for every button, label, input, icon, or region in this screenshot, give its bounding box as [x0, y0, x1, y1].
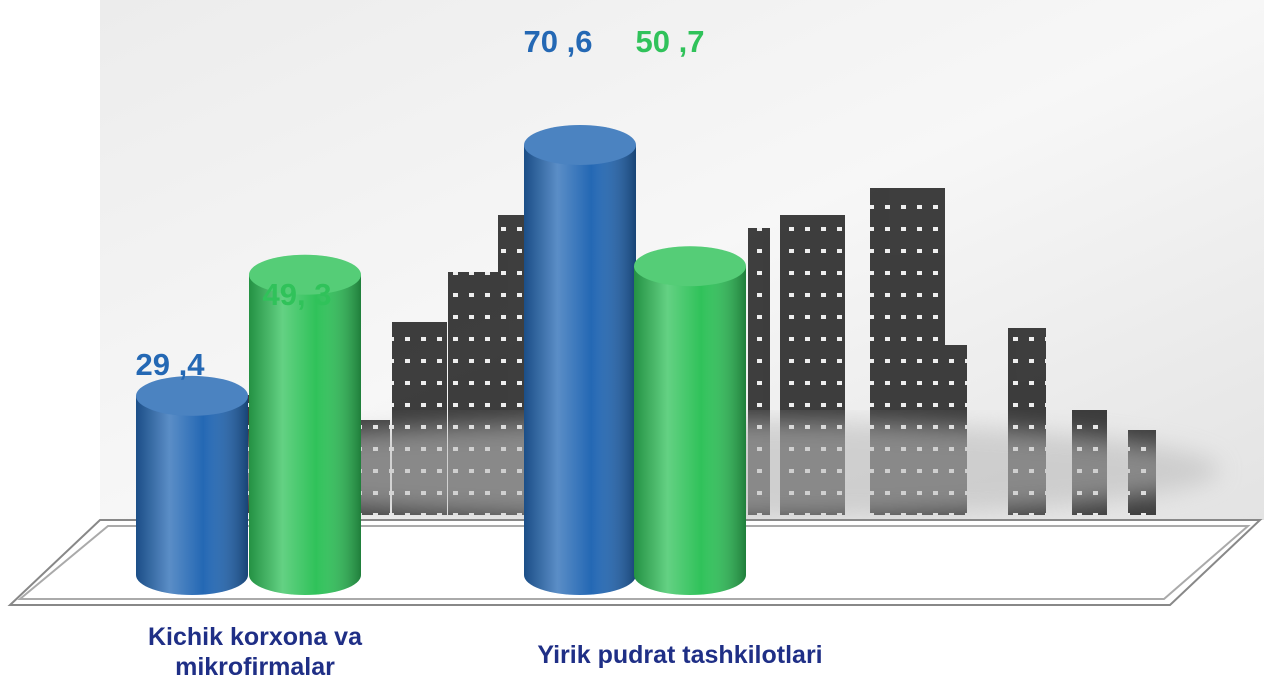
x-tick-label: Kichik korxona va mikrofirmalar: [148, 623, 362, 681]
bar-shade: [634, 266, 746, 575]
value-label: 29 ,4: [136, 347, 206, 382]
cylinder-top: [136, 375, 248, 416]
value-label: 49, 3: [263, 277, 332, 312]
cylinder-top: [524, 125, 636, 165]
cylinder-top-shine: [249, 254, 361, 295]
value-label: 50 ,7: [636, 24, 705, 59]
cylinder-top: [634, 246, 746, 287]
cylinder-top-shine: [634, 246, 746, 287]
cylinder-top: [249, 254, 361, 295]
plot-area: 29 ,4 70 ,6 49, 3 50 ,7: [136, 24, 746, 595]
bar-shade: [249, 274, 361, 575]
bar-shade: [136, 395, 248, 575]
value-label: 70 ,6: [524, 24, 593, 59]
cylinder-top-shine: [136, 375, 248, 416]
x-tick-label: Yirik pudrat tashkilotlari: [537, 641, 823, 669]
bar-shade: [524, 145, 636, 575]
cylinder-top-shine: [524, 125, 636, 165]
